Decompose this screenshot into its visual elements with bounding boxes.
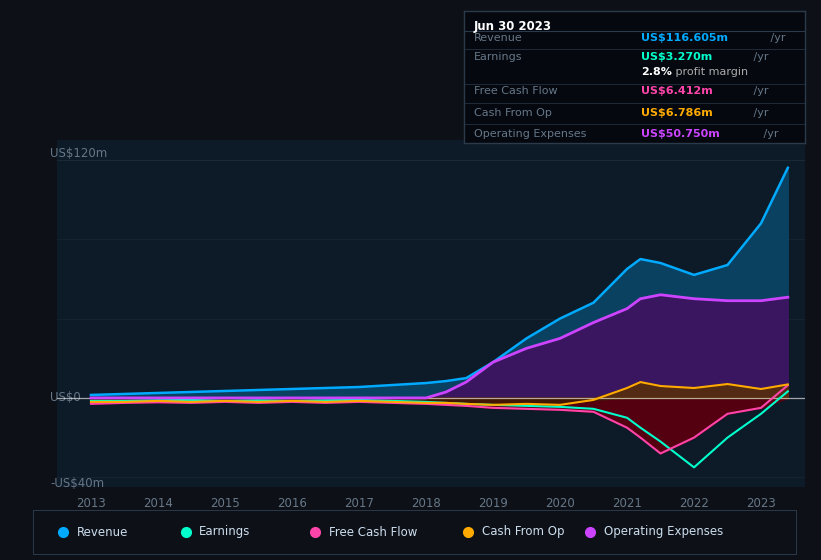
Text: -US$40m: -US$40m xyxy=(50,477,104,491)
Text: Revenue: Revenue xyxy=(474,32,523,43)
Text: profit margin: profit margin xyxy=(672,67,748,77)
Text: /yr: /yr xyxy=(750,108,768,118)
Text: Free Cash Flow: Free Cash Flow xyxy=(474,86,557,96)
Text: /yr: /yr xyxy=(760,129,779,138)
Text: US$0: US$0 xyxy=(50,391,80,404)
Text: US$6.786m: US$6.786m xyxy=(641,108,713,118)
Text: US$3.270m: US$3.270m xyxy=(641,52,713,62)
Text: Earnings: Earnings xyxy=(200,525,250,539)
Text: US$116.605m: US$116.605m xyxy=(641,32,728,43)
Text: /yr: /yr xyxy=(750,52,768,62)
Text: Operating Expenses: Operating Expenses xyxy=(474,129,586,138)
Text: Earnings: Earnings xyxy=(474,52,523,62)
Text: Cash From Op: Cash From Op xyxy=(482,525,564,539)
Text: /yr: /yr xyxy=(750,86,768,96)
Text: Operating Expenses: Operating Expenses xyxy=(604,525,723,539)
Text: US$120m: US$120m xyxy=(50,147,108,160)
Text: US$6.412m: US$6.412m xyxy=(641,86,713,96)
Text: US$50.750m: US$50.750m xyxy=(641,129,720,138)
Text: /yr: /yr xyxy=(767,32,786,43)
Text: Jun 30 2023: Jun 30 2023 xyxy=(474,20,552,34)
Text: 2.8%: 2.8% xyxy=(641,67,672,77)
Text: Free Cash Flow: Free Cash Flow xyxy=(329,525,417,539)
Text: Cash From Op: Cash From Op xyxy=(474,108,552,118)
Text: Revenue: Revenue xyxy=(77,525,129,539)
